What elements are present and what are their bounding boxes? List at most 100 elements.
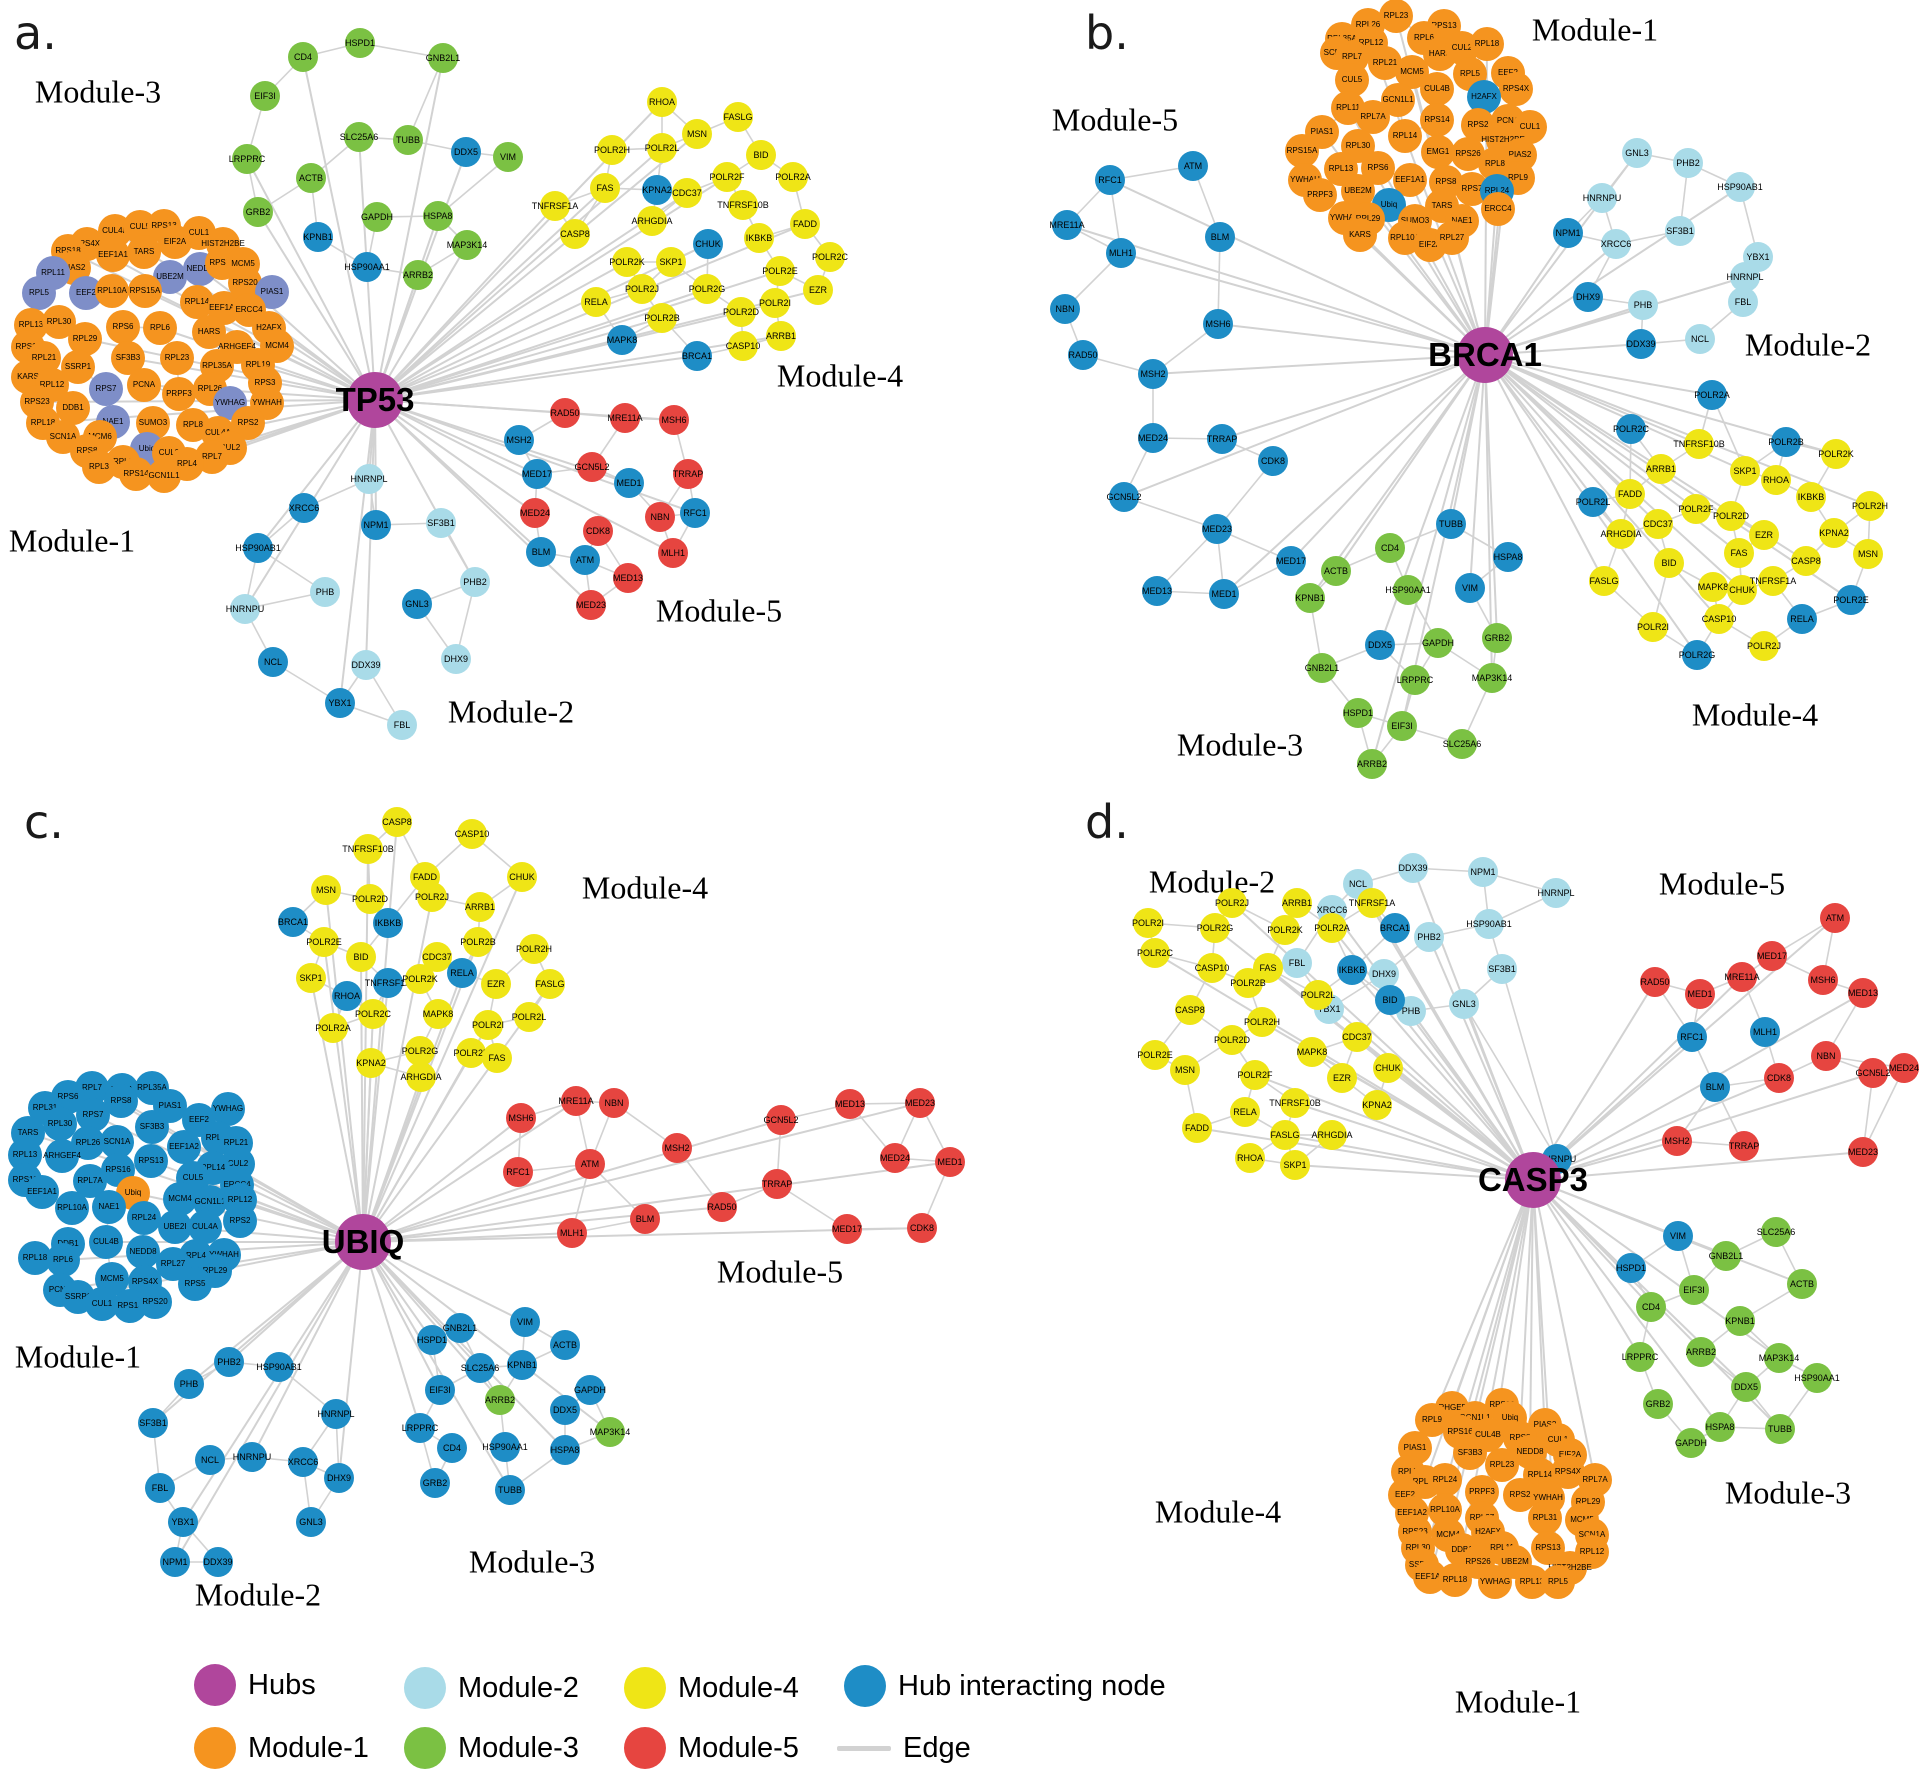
node-ssrp1[interactable]: SSRP1 [61,350,95,384]
node-atm[interactable]: ATM [1820,903,1850,933]
node-npm1[interactable]: NPM1 [1553,218,1583,248]
node-npm1[interactable]: NPM1 [361,510,391,540]
node-rela[interactable]: RELA [447,958,477,988]
node-ercc4[interactable]: ERCC4 [232,293,266,327]
node-hnrnpl[interactable]: HNRNPL [318,1399,355,1429]
node-arrb1[interactable]: ARRB1 [766,321,796,351]
node-pias1[interactable]: PIAS1 [153,1089,187,1123]
node-npm1[interactable]: NPM1 [160,1547,190,1577]
node-ywhag[interactable]: YWHAG [1478,1565,1512,1599]
node-hnrnpu[interactable]: HNRNPU [1583,183,1621,213]
node-gapdh[interactable]: GAPDH [1422,628,1454,658]
node-polr2l[interactable]: POLR2L [645,133,679,163]
node-rpl6[interactable]: RPL6 [143,311,177,345]
node-polr2k[interactable]: POLR2K [1267,915,1303,945]
node-dhx9[interactable]: DHX9 [324,1463,354,1493]
node-casp10[interactable]: CASP10 [455,819,489,849]
node-mlh1[interactable]: MLH1 [658,538,688,568]
node-bid[interactable]: BID [746,140,776,170]
node-polr2c[interactable]: POLR2C [1137,938,1173,968]
node-rps20[interactable]: RPS20 [138,1285,172,1319]
node-tars[interactable]: TARS [127,235,161,269]
node-eef1a1[interactable]: EEF1A1 [25,1175,59,1209]
node-cul4b[interactable]: CUL4B [89,1225,123,1259]
node-grb2[interactable]: GRB2 [1482,623,1512,653]
node-tubb[interactable]: TUBB [1436,509,1466,539]
node-med1[interactable]: MED1 [1209,579,1239,609]
node-tnfrsf1a[interactable]: TNFRSF1A [532,191,578,221]
node-gnb2l1[interactable]: GNB2L1 [1709,1241,1743,1271]
node-msn[interactable]: MSN [1853,539,1883,569]
node-med13[interactable]: MED13 [613,563,643,593]
node-rpl14[interactable]: RPL14 [1388,119,1422,153]
node-prpf3[interactable]: PRPF3 [1303,178,1337,212]
node-cul1[interactable]: CUL1 [85,1287,119,1321]
node-atm[interactable]: ATM [575,1149,605,1179]
node-prpf3[interactable]: PRPF3 [162,377,196,411]
node-actb[interactable]: ACTB [550,1330,580,1360]
node-rhoa[interactable]: RHOA [647,87,677,117]
node-polr2l[interactable]: POLR2L [1301,980,1335,1010]
node-kpna2[interactable]: KPNA2 [642,175,672,205]
node-rad50[interactable]: RAD50 [1068,340,1098,370]
node-slc25a6[interactable]: SLC25A6 [340,122,378,152]
node-rela[interactable]: RELA [1230,1097,1260,1127]
node-polr2e[interactable]: POLR2E [1833,585,1869,615]
node-skp1[interactable]: SKP1 [1280,1150,1310,1180]
node-gcn5l2[interactable]: GCN5L2 [1856,1058,1891,1088]
node-rpl7a[interactable]: RPL7A [1356,100,1390,134]
node-kpnb1[interactable]: KPNB1 [1725,1306,1755,1336]
node-faslg[interactable]: FASLG [1270,1120,1300,1150]
node-rhoa[interactable]: RHOA [1235,1143,1265,1173]
node-blm[interactable]: BLM [526,537,556,567]
node-eif3i[interactable]: EIF3I [1679,1275,1709,1305]
node-kpnb1[interactable]: KPNB1 [303,222,333,252]
node-med17[interactable]: MED17 [1276,546,1306,576]
node-vim[interactable]: VIM [493,142,523,172]
node-tnfrsf1a[interactable]: TNFRSF1A [365,968,411,998]
node-rps5[interactable]: RPS5 [178,1267,212,1301]
node-polr2e[interactable]: POLR2E [306,927,342,957]
node-arhgdia[interactable]: ARHGDIA [1312,1120,1353,1150]
node-ddx5[interactable]: DDX5 [451,137,481,167]
node-tnfrsf1a[interactable]: TNFRSF1A [1750,566,1796,596]
node-hsp90aa1[interactable]: HSP90AA1 [1794,1363,1840,1393]
node-polr2f[interactable]: POLR2F [710,162,745,192]
node-nbn[interactable]: NBN [1811,1041,1841,1071]
node-polr2b[interactable]: POLR2B [460,927,496,957]
node-map3k14[interactable]: MAP3K14 [1759,1343,1799,1373]
node-polr2c[interactable]: POLR2C [355,999,391,1029]
node-lrpprc[interactable]: LRPPRC [402,1413,438,1443]
node-med1[interactable]: MED1 [935,1147,965,1177]
node-hspd1[interactable]: HSPD1 [1616,1253,1646,1283]
node-msn[interactable]: MSN [1170,1055,1200,1085]
node-rps7[interactable]: RPS7 [89,372,123,406]
node-gnb2l1[interactable]: GNB2L1 [426,43,460,73]
node-rpl31[interactable]: RPL31 [1528,1501,1562,1535]
node-rfc1[interactable]: RFC1 [1677,1022,1707,1052]
node-cd4[interactable]: CD4 [288,42,318,72]
node-vim[interactable]: VIM [1455,573,1485,603]
node-chuk[interactable]: CHUK [507,862,537,892]
node-eef1a1[interactable]: EEF1A1 [96,238,130,272]
node-polr2b[interactable]: POLR2B [644,303,680,333]
node-cdc37[interactable]: CDC37 [1643,509,1673,539]
node-ybx1[interactable]: YBX1 [168,1507,198,1537]
node-hsp90aa1[interactable]: HSP90AA1 [1385,575,1431,605]
node-mapk8[interactable]: MAPK8 [1698,572,1728,602]
node-slc25a6[interactable]: SLC25A6 [461,1353,499,1383]
node-polr2a[interactable]: POLR2A [315,1013,351,1043]
node-polr2j[interactable]: POLR2J [625,274,659,304]
node-casp8[interactable]: CASP8 [1791,546,1821,576]
node-faslg[interactable]: FASLG [723,102,753,132]
node-polr2l[interactable]: POLR2L [512,1002,546,1032]
node-cul4a[interactable]: CUL4A [188,1210,222,1244]
node-sf3b3[interactable]: SF3B3 [135,1110,169,1144]
node-actb[interactable]: ACTB [1787,1269,1817,1299]
node-sf3b3[interactable]: SF3B3 [1453,1436,1487,1470]
node-vim[interactable]: VIM [510,1307,540,1337]
node-polr2e[interactable]: POLR2E [1137,1040,1173,1070]
node-kars[interactable]: KARS [1343,218,1377,252]
node-polr2h[interactable]: POLR2H [594,135,630,165]
node-ncl[interactable]: NCL [195,1445,225,1475]
